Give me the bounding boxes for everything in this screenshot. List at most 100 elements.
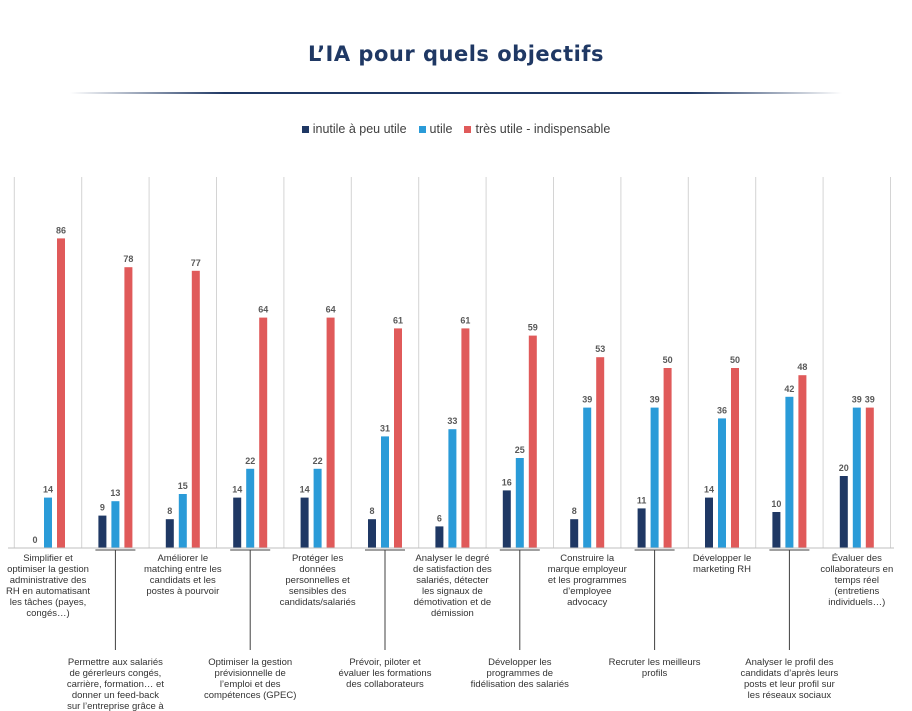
category-label: Simplifier et optimiser la gestion admin… [6, 553, 90, 619]
category-label: Analyser le profil des candidats d’après… [740, 657, 839, 701]
data-label: 0 [32, 535, 37, 545]
data-label: 53 [595, 344, 605, 354]
bar [178, 494, 187, 548]
category-label: Recruter les meilleurs profils [608, 657, 701, 679]
bar [528, 335, 537, 548]
data-label: 86 [56, 225, 66, 235]
bar [259, 317, 268, 548]
bar [785, 396, 794, 548]
bar [44, 497, 52, 548]
category-label: Permettre aux salariés de gérerleurs con… [66, 657, 164, 711]
data-label: 25 [515, 445, 525, 455]
data-label: 59 [528, 323, 538, 333]
bar [381, 436, 389, 548]
bar [839, 476, 848, 548]
bar [772, 512, 781, 548]
bar [57, 238, 65, 548]
category-label: Optimiser la gestion prévisionnelle de l… [203, 657, 297, 701]
bar [731, 368, 739, 548]
data-label: 64 [326, 305, 336, 315]
title-underline [70, 92, 842, 94]
category-label: Développer les programmes de fidélisatio… [470, 657, 569, 690]
data-label: 77 [191, 258, 201, 268]
data-label: 8 [369, 506, 374, 516]
chart-title: L’IA pour quels objectifs [308, 42, 604, 66]
data-label: 39 [865, 395, 875, 405]
bar [435, 526, 444, 548]
data-label: 39 [582, 395, 592, 405]
data-label: 48 [797, 362, 807, 372]
category-label: Analyser le degré de satisfaction des sa… [413, 553, 492, 619]
data-label: 20 [839, 463, 849, 473]
legend-swatch-tres-utile [464, 125, 472, 133]
category-label: Protéger les données personnelles et sen… [279, 553, 356, 608]
bar [798, 375, 807, 548]
bar [502, 490, 511, 548]
legend-item-tres-utile: très utile - indispensable [464, 122, 610, 136]
data-label: 50 [663, 355, 673, 365]
bar [852, 407, 861, 548]
bar [368, 519, 376, 548]
data-label: 16 [502, 477, 512, 487]
legend-swatch-inutile [301, 125, 309, 133]
bar [461, 328, 470, 548]
legend-swatch-utile [418, 125, 426, 133]
bar [583, 407, 592, 548]
bar [596, 357, 605, 548]
data-label: 39 [852, 395, 862, 405]
legend-item-utile: utile [418, 122, 453, 136]
bar [165, 519, 174, 548]
bar [650, 407, 659, 548]
data-label: 22 [313, 456, 323, 466]
data-label: 39 [650, 395, 660, 405]
bar [515, 458, 524, 548]
category-label: Évaluer des collaborateurs en temps réel… [820, 553, 894, 608]
bar [98, 515, 107, 548]
data-label: 42 [784, 384, 794, 394]
data-label: 14 [232, 485, 242, 495]
category-label: Améliorer le matching entre les candidat… [143, 553, 222, 597]
data-label: 61 [393, 315, 403, 325]
bar [718, 418, 726, 548]
data-label: 15 [178, 481, 188, 491]
bar [300, 497, 309, 548]
data-label: 6 [437, 513, 442, 523]
data-label: 10 [771, 499, 781, 509]
data-label: 22 [245, 456, 255, 466]
bar [233, 497, 242, 548]
bar [705, 497, 713, 548]
legend-label-tres-utile: très utile - indispensable [475, 122, 611, 136]
bar [191, 270, 200, 548]
bar [570, 519, 579, 548]
data-label: 8 [167, 506, 172, 516]
data-label: 9 [100, 503, 105, 513]
data-label: 13 [110, 488, 120, 498]
bar [448, 429, 457, 548]
bar [246, 468, 255, 548]
category-label: Construire la marque employeur et les pr… [547, 553, 627, 608]
bar [313, 468, 322, 548]
category-label: Prévoir, piloter et évaluer les formatio… [338, 657, 432, 690]
data-label: 14 [704, 485, 714, 495]
bar [637, 508, 646, 548]
legend-label-inutile: inutile à peu utile [312, 122, 407, 136]
legend-item-inutile: inutile à peu utile [301, 122, 407, 136]
data-label: 61 [460, 315, 470, 325]
legend-label-utile: utile [429, 122, 453, 136]
bar [865, 407, 874, 548]
data-label: 78 [123, 254, 133, 264]
data-label: 14 [300, 485, 310, 495]
bar [394, 328, 402, 548]
bar [124, 267, 133, 548]
bar [326, 317, 335, 548]
data-label: 50 [730, 355, 740, 365]
data-label: 33 [447, 416, 457, 426]
data-label: 11 [637, 495, 647, 505]
bar [663, 368, 672, 548]
data-label: 36 [717, 405, 727, 415]
data-label: 31 [380, 423, 390, 433]
bar [111, 501, 120, 548]
data-label: 64 [258, 305, 268, 315]
legend: inutile à peu utile utile très utile - i… [0, 122, 912, 136]
